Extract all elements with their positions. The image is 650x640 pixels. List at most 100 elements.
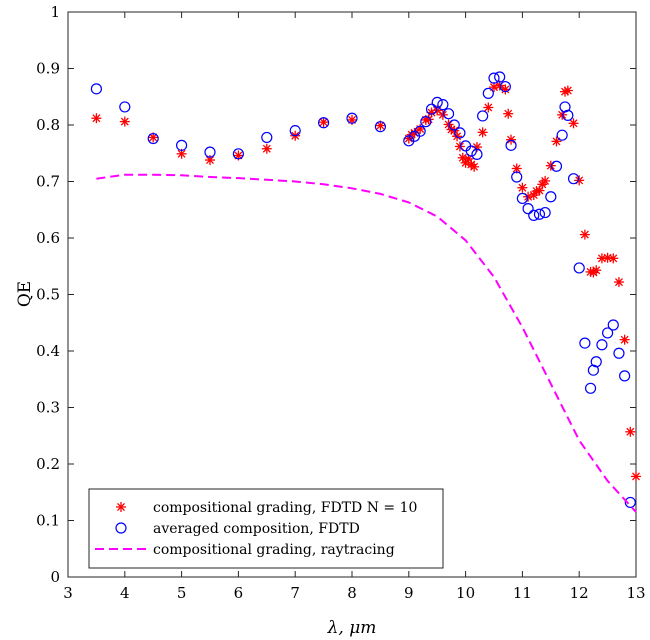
x-tick-label: 5 (177, 584, 187, 602)
compositional-grading-point (318, 117, 329, 128)
averaged-composition-point (374, 121, 386, 133)
averaged-composition-point (579, 337, 591, 349)
y-tick-label: 0.2 (36, 455, 60, 473)
compositional-grading-point (500, 84, 511, 95)
raytracing-line (96, 173, 637, 513)
averaged-composition-point (533, 208, 546, 220)
y-tick-label: 0 (50, 568, 60, 586)
y-tick-label: 0.6 (36, 229, 60, 247)
legend-label: compositional grading, raytracing (153, 542, 395, 558)
x-tick-label: 8 (347, 584, 357, 602)
averaged-composition-point (482, 87, 494, 99)
data-series (90, 71, 641, 513)
legend-label: compositional grading, FDTD N = 10 (153, 500, 417, 516)
x-tick-label: 3 (63, 584, 73, 602)
averaged-composition-point (567, 173, 580, 185)
compositional-grading-point (608, 253, 619, 264)
compositional-grading-point (551, 136, 562, 147)
compositional-grading-point (613, 277, 624, 288)
averaged-composition-point (528, 209, 540, 221)
plot-area (67, 11, 637, 578)
y-tick-label: 0.9 (36, 60, 60, 78)
compositional-grading-point (602, 252, 613, 263)
averaged-composition-point (499, 80, 511, 93)
averaged-composition-point (232, 148, 244, 160)
averaged-composition-point (590, 356, 602, 368)
compositional-grading-point (457, 152, 468, 163)
y-tick-label: 1 (50, 3, 60, 21)
compositional-grading-point (205, 155, 215, 166)
legend-box (88, 488, 444, 569)
y-tick-label: 0.4 (36, 342, 60, 360)
compositional-grading-point (540, 175, 551, 186)
compositional-grading-point (503, 108, 514, 119)
averaged-composition-point (147, 132, 159, 145)
x-tick-label: 13 (626, 584, 645, 602)
x-tick-label: 9 (404, 584, 414, 602)
legend-asterisk-swatch (116, 502, 126, 512)
averaged-composition-point (624, 496, 636, 509)
averaged-composition-point (494, 71, 506, 83)
averaged-composition-point (437, 99, 449, 111)
averaged-composition-point (471, 148, 483, 160)
compositional-grading-point (619, 334, 630, 345)
compositional-grading-point (261, 143, 272, 154)
averaged-composition-point (465, 145, 477, 157)
averaged-composition-point (420, 116, 432, 128)
averaged-composition-point (488, 72, 500, 84)
x-tick-label: 11 (513, 584, 532, 602)
y-tick-label: 0.3 (36, 399, 60, 417)
compositional-grading-point (562, 85, 573, 96)
averaged-composition-point (516, 192, 529, 205)
axes: 3 4 5 6 7 8 9 10 11 12 13 0 0.1 0.2 0.3 0.4 0.5 0.6 0.7 0.8… (36, 3, 645, 602)
x-axis-title: λ, μm (327, 618, 377, 638)
averaged-composition-point (414, 125, 426, 137)
averaged-composition-point (477, 110, 489, 122)
compositional-grading-point (517, 182, 528, 193)
averaged-composition-point (556, 129, 568, 141)
averaged-composition-point (596, 339, 608, 351)
averaged-composition-point (584, 382, 597, 394)
legend-label: averaged composition, FDTD (153, 521, 360, 537)
averaged-composition-point (545, 191, 557, 203)
compositional-grading-point (483, 102, 494, 113)
y-tick-label: 0.8 (36, 116, 60, 134)
averaged-composition-point (448, 119, 460, 131)
averaged-composition-point (522, 203, 534, 215)
compositional-grading-point (591, 265, 602, 276)
averaged-composition-point (601, 327, 614, 339)
x-tick-label: 12 (570, 584, 589, 602)
averaged-composition-point (346, 112, 358, 124)
compositional-grading-point (91, 113, 102, 124)
averaged-composition-point (607, 319, 619, 331)
y-axis-title: QE (15, 281, 35, 307)
compositional-grading-point (511, 163, 522, 174)
compositional-grading-point (579, 229, 590, 240)
averaged-composition-point (562, 109, 574, 121)
compositional-grading-point (631, 471, 641, 482)
y-tick-label: 0.5 (36, 286, 60, 304)
compositional-grading-point (568, 118, 579, 129)
legend-circle-swatch (115, 522, 127, 534)
y-tick-label: 0.1 (36, 512, 60, 530)
y-tick-label: 0.7 (36, 173, 60, 191)
averaged-composition-point (90, 83, 103, 95)
averaged-composition-point (261, 131, 273, 144)
x-tick-label: 6 (234, 584, 244, 602)
averaged-composition-point (573, 262, 585, 274)
averaged-composition-point (511, 171, 523, 183)
averaged-composition-point (442, 108, 455, 120)
averaged-composition-point (318, 117, 330, 129)
averaged-composition-point (289, 125, 301, 137)
averaged-composition-point (204, 146, 216, 158)
averaged-composition-point (619, 370, 631, 382)
averaged-composition-point (505, 139, 517, 151)
averaged-composition-point (550, 160, 563, 172)
x-tick-label: 10 (456, 584, 475, 602)
compositional-grading-point (375, 120, 386, 131)
compositional-grading-point (454, 141, 465, 152)
averaged-composition-point (425, 103, 438, 115)
averaged-composition-point (431, 96, 443, 109)
x-tick-label: 7 (290, 584, 300, 602)
